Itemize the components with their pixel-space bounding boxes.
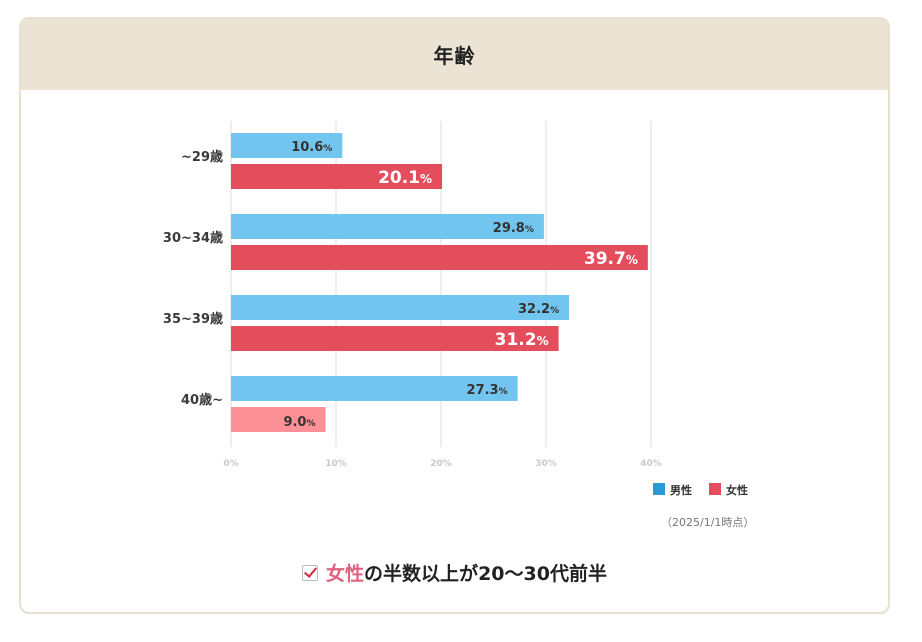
bar-male [231, 376, 518, 401]
legend-swatch-male [653, 483, 665, 495]
x-tick-label: 40% [640, 459, 662, 469]
x-tick-label: 30% [535, 459, 557, 469]
summary-highlight: 女性 [326, 563, 365, 585]
value-label-male: 32.2% [518, 302, 559, 317]
bar-female [231, 326, 559, 351]
summary-text-1: の半数以上 [364, 563, 460, 585]
age-bar-chart: 0% 10% 20% 30% 40% ~29歳 10.6% 20.1% 30~34歳 29.8% 3… [163, 121, 748, 497]
value-label-male: 10.6% [291, 140, 332, 155]
bar-male [231, 214, 544, 239]
category-label: ~29歳 [181, 149, 223, 165]
card-header: 年齢 [21, 19, 888, 90]
x-tick-label: 20% [430, 459, 452, 469]
card-title: 年齢 [433, 44, 476, 68]
value-label-male: 27.3% [467, 383, 508, 398]
legend-label-female: 女性 [726, 483, 748, 497]
summary-text-2: が20〜30代前半 [459, 563, 607, 585]
value-label-female: 9.0% [283, 415, 315, 430]
category-label: 35~39歳 [163, 311, 223, 327]
category-label: 40歳~ [181, 392, 223, 408]
legend-label-male: 男性 [670, 483, 692, 497]
checkbox-icon [302, 564, 319, 581]
bar-female [231, 407, 326, 432]
bar-female [231, 164, 443, 189]
bar-male [231, 295, 570, 320]
legend-swatch-female [709, 483, 721, 495]
value-label-female: 39.7% [584, 249, 638, 269]
bar-male [231, 133, 343, 158]
summary-line: 女性 の半数以上 が20〜30代前半 [21, 559, 888, 586]
age-chart-card: 年齢 0% 10% 20% 30% 40% ~29歳 10.6% 20.1% 30~34歳 29.… [19, 17, 890, 614]
value-label-female: 20.1% [378, 168, 432, 188]
x-tick-label: 0% [223, 459, 238, 469]
value-label-female: 31.2% [495, 330, 549, 350]
x-tick-label: 10% [325, 459, 347, 469]
date-note: （2025/1/1時点） [661, 516, 755, 529]
value-label-male: 29.8% [493, 221, 534, 236]
category-label: 30~34歳 [163, 230, 223, 246]
bar-female [231, 245, 648, 270]
